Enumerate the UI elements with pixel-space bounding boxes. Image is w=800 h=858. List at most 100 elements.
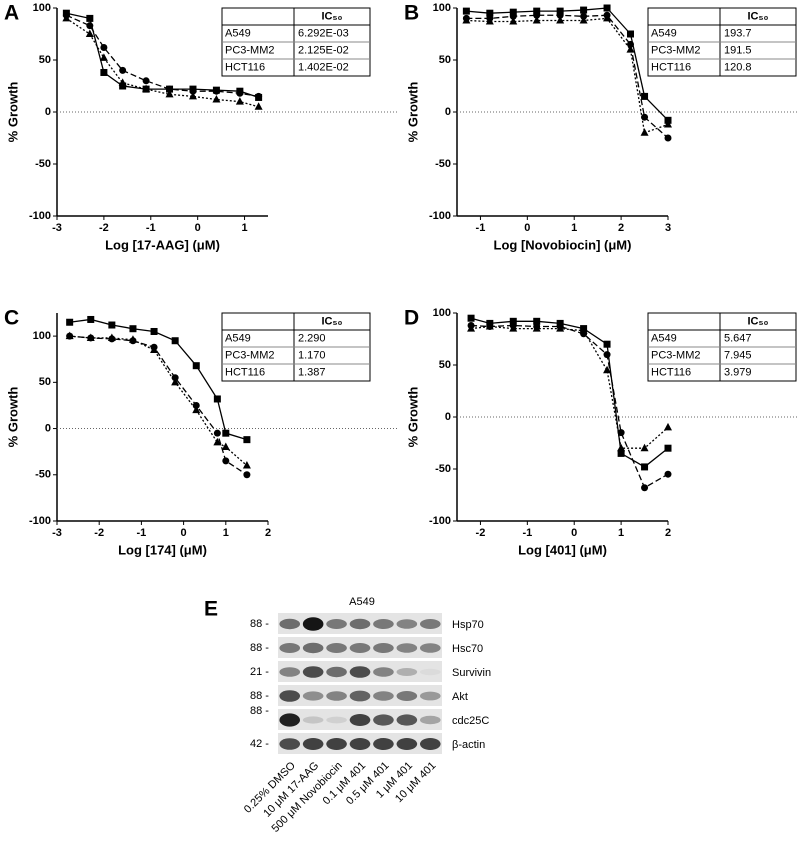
y-tick-label: 0 bbox=[445, 411, 451, 423]
table-value: 2.125E-02 bbox=[298, 44, 349, 56]
point bbox=[603, 340, 611, 348]
blot-band bbox=[396, 691, 418, 701]
point bbox=[129, 325, 137, 333]
point bbox=[119, 82, 127, 90]
point bbox=[142, 77, 150, 85]
table-value: 193.7 bbox=[724, 27, 752, 39]
table-name: PC3-MM2 bbox=[225, 349, 275, 361]
point bbox=[664, 119, 672, 128]
blot-band bbox=[419, 643, 441, 653]
point bbox=[99, 53, 108, 61]
x-tick-label: 1 bbox=[571, 222, 577, 234]
blot-band bbox=[349, 618, 371, 630]
point bbox=[243, 471, 251, 479]
blot-band bbox=[396, 738, 418, 750]
point bbox=[142, 84, 151, 93]
point bbox=[222, 429, 230, 437]
y-tick-label: 0 bbox=[45, 106, 51, 118]
x-tick-label: -1 bbox=[146, 222, 156, 234]
size-marker: 88 - bbox=[250, 705, 269, 717]
blot-band bbox=[419, 668, 441, 676]
x-tick-label: 0 bbox=[195, 222, 201, 234]
table-name: A549 bbox=[651, 27, 677, 39]
point bbox=[171, 337, 179, 345]
point bbox=[580, 6, 588, 14]
table-header: IC₅₀ bbox=[747, 10, 768, 22]
point bbox=[108, 321, 116, 329]
point bbox=[485, 322, 494, 330]
x-tick-label: 1 bbox=[618, 527, 624, 539]
y-tick-label: -100 bbox=[29, 515, 51, 527]
blot-band bbox=[396, 619, 418, 629]
point bbox=[603, 13, 612, 22]
y-tick-label: 100 bbox=[433, 307, 451, 319]
point bbox=[107, 333, 116, 341]
point bbox=[556, 7, 564, 15]
blot-band bbox=[326, 666, 347, 678]
x-axis-label: Log [174] (μM) bbox=[118, 542, 207, 557]
table-name: A549 bbox=[225, 27, 251, 39]
point bbox=[462, 7, 470, 15]
blot-title: A549 bbox=[349, 596, 375, 608]
table-name: HCT116 bbox=[651, 366, 691, 378]
point bbox=[85, 29, 94, 37]
blot-band bbox=[326, 619, 347, 629]
y-tick-label: 50 bbox=[439, 359, 451, 371]
chart-panel: D -100 -50 0 50 100 -2 -1 0 1 2 Log [401] (μM) % Gro… bbox=[404, 307, 798, 557]
blot-band bbox=[373, 714, 394, 726]
table-value: 191.5 bbox=[724, 44, 752, 56]
x-axis-label: Log [17-AAG] (μM) bbox=[105, 237, 220, 252]
point bbox=[86, 333, 95, 341]
y-tick-label: -50 bbox=[35, 469, 51, 481]
table-header: IC₅₀ bbox=[321, 10, 342, 22]
point bbox=[255, 93, 263, 101]
curve bbox=[466, 7, 669, 121]
point bbox=[641, 484, 649, 492]
x-tick-label: -2 bbox=[99, 222, 109, 234]
protein-label: Akt bbox=[452, 691, 468, 703]
blot-band bbox=[349, 666, 371, 678]
blot-band bbox=[302, 691, 324, 701]
point bbox=[467, 314, 475, 322]
point bbox=[509, 17, 518, 25]
point bbox=[222, 457, 230, 465]
point bbox=[254, 102, 263, 110]
x-tick-label: -2 bbox=[476, 527, 486, 539]
blot-band bbox=[373, 691, 394, 701]
point bbox=[626, 45, 635, 53]
curve bbox=[470, 317, 669, 468]
size-marker: 88 - bbox=[250, 618, 269, 630]
y-tick-label: -50 bbox=[435, 158, 451, 170]
point bbox=[640, 128, 649, 136]
point bbox=[221, 442, 230, 451]
point bbox=[533, 317, 541, 325]
blot-band bbox=[396, 643, 418, 653]
point bbox=[192, 405, 201, 414]
point bbox=[62, 9, 70, 17]
x-tick-label: 2 bbox=[665, 527, 671, 539]
table-value: 1.170 bbox=[298, 349, 326, 361]
curve bbox=[69, 318, 248, 441]
table-header: IC₅₀ bbox=[747, 315, 768, 327]
protein-label: Hsc70 bbox=[452, 643, 483, 655]
y-tick-label: 0 bbox=[45, 422, 51, 434]
point bbox=[118, 78, 127, 86]
blot-band bbox=[419, 715, 441, 725]
blot-band bbox=[373, 667, 394, 677]
y-axis-label: % Growth bbox=[405, 387, 420, 448]
x-tick-label: -3 bbox=[52, 222, 62, 234]
panel-label: C bbox=[4, 307, 19, 330]
table-value: 7.945 bbox=[724, 349, 752, 361]
blot-band bbox=[349, 690, 371, 702]
table-value: 2.290 bbox=[298, 332, 326, 344]
table-value: 6.292E-03 bbox=[298, 27, 349, 39]
point bbox=[509, 324, 518, 332]
y-axis-label: % Growth bbox=[405, 82, 420, 143]
point bbox=[236, 87, 244, 95]
table-name: HCT116 bbox=[225, 61, 265, 73]
size-marker: 42 - bbox=[250, 738, 269, 750]
point bbox=[467, 324, 476, 332]
point bbox=[617, 443, 626, 452]
